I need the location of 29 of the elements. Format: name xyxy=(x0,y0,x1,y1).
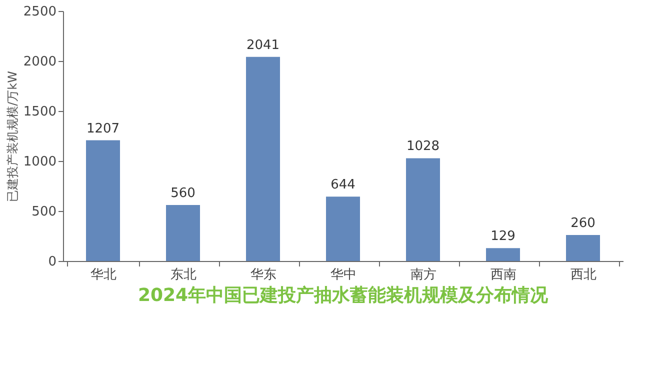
x-tick-label: 南方 xyxy=(410,266,436,282)
x-tick-label: 华东 xyxy=(250,268,276,282)
data-label: 560 xyxy=(170,186,196,201)
y-tick-label: 2500 xyxy=(23,4,56,20)
x-tick-label: 华北 xyxy=(90,268,116,282)
bar xyxy=(406,158,440,261)
y-tick-label: 500 xyxy=(32,204,56,220)
data-label: 2041 xyxy=(246,38,280,53)
text: 2024年中国已建投产抽水蓄能装机规模及分布情况 xyxy=(138,285,550,306)
x-tick-label: 华中 xyxy=(330,268,356,282)
x-tick-label: 西北 xyxy=(570,268,596,282)
data-label: 1028 xyxy=(406,139,440,154)
x-tick-label: 东北 xyxy=(170,268,196,282)
bar xyxy=(326,196,360,261)
x-tick-label: 西南 xyxy=(490,268,516,282)
y-tick-label: 1000 xyxy=(23,154,56,170)
data-label: 260 xyxy=(570,216,596,231)
bar xyxy=(86,140,120,261)
y-tick-label: 1500 xyxy=(23,104,56,120)
data-label: 129 xyxy=(490,229,516,244)
bar xyxy=(486,248,520,261)
y-tick-label: 0 xyxy=(48,254,56,270)
bar xyxy=(566,235,600,261)
y-axis-title: 已建投产装机规模/万kW xyxy=(5,70,20,202)
bar xyxy=(246,56,280,261)
bar xyxy=(166,205,200,261)
y-tick-label: 2000 xyxy=(23,54,56,70)
data-label: 644 xyxy=(330,178,356,193)
data-label: 1207 xyxy=(86,121,120,136)
